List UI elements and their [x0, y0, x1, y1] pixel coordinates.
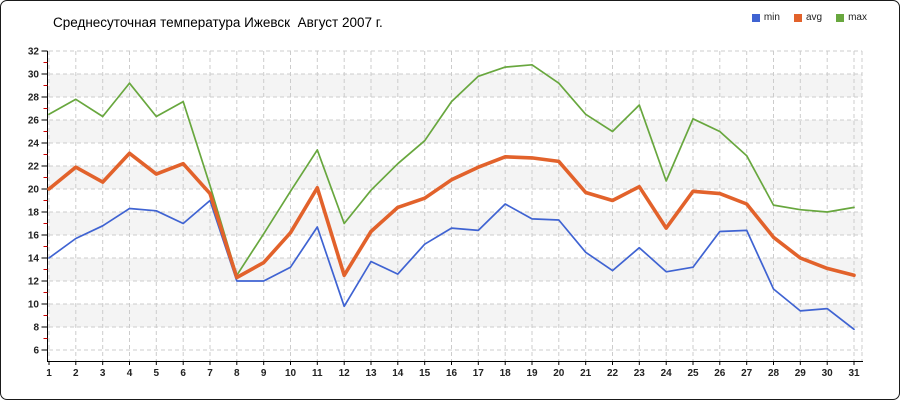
- svg-text:6: 6: [33, 346, 39, 357]
- series-avg: [47, 151, 856, 280]
- legend-item-min: min: [751, 12, 780, 23]
- svg-text:18: 18: [28, 208, 40, 219]
- svg-text:4: 4: [127, 368, 133, 379]
- svg-text:14: 14: [392, 368, 404, 379]
- svg-text:26: 26: [28, 116, 40, 127]
- svg-text:8: 8: [234, 368, 240, 379]
- svg-text:18: 18: [500, 368, 512, 379]
- legend-swatch-min: [751, 13, 760, 22]
- svg-text:13: 13: [365, 368, 377, 379]
- legend: min avg max: [751, 12, 867, 23]
- svg-text:11: 11: [312, 368, 323, 379]
- svg-text:1: 1: [46, 368, 52, 379]
- legend-item-avg: avg: [793, 12, 823, 23]
- svg-text:2: 2: [73, 368, 79, 379]
- svg-text:31: 31: [848, 368, 860, 379]
- svg-text:19: 19: [526, 368, 538, 379]
- svg-text:26: 26: [714, 368, 726, 379]
- svg-text:16: 16: [446, 368, 458, 379]
- svg-text:20: 20: [553, 368, 565, 379]
- svg-text:21: 21: [580, 368, 592, 379]
- legend-item-max: max: [836, 12, 867, 23]
- gridlines: [48, 50, 863, 361]
- svg-text:10: 10: [28, 300, 40, 311]
- x-axis: 1 2 3 4 5 6 7 8 9 10 11 12 13 14 15 16 17 18 19 20 21 22 23 24 2…: [46, 361, 863, 379]
- svg-text:20: 20: [28, 185, 40, 196]
- svg-text:25: 25: [687, 368, 699, 379]
- svg-text:5: 5: [154, 368, 160, 379]
- svg-text:3: 3: [100, 368, 106, 379]
- svg-text:30: 30: [28, 70, 40, 81]
- legend-label-max: max: [848, 12, 867, 23]
- svg-text:28: 28: [768, 368, 780, 379]
- legend-label-avg: avg: [805, 12, 823, 23]
- svg-text:22: 22: [607, 368, 619, 379]
- legend-swatch-avg: [793, 13, 802, 22]
- svg-text:30: 30: [822, 368, 834, 379]
- y-axis: 32 30 28 26 24 22 20 18 16 14 12 10 8 6: [28, 47, 48, 361]
- svg-text:12: 12: [28, 277, 40, 288]
- series-max: [48, 63, 855, 277]
- series-min: [48, 199, 855, 331]
- svg-text:29: 29: [795, 368, 807, 379]
- svg-text:7: 7: [207, 368, 213, 379]
- svg-text:17: 17: [473, 368, 485, 379]
- svg-text:8: 8: [33, 323, 39, 334]
- svg-text:22: 22: [28, 162, 40, 173]
- svg-text:9: 9: [261, 368, 267, 379]
- chart-title: Среднесуточная температура Ижевск Август…: [53, 15, 383, 30]
- svg-text:10: 10: [285, 368, 297, 379]
- svg-text:27: 27: [741, 368, 753, 379]
- svg-text:16: 16: [28, 231, 40, 242]
- svg-text:6: 6: [180, 368, 186, 379]
- svg-text:24: 24: [661, 368, 673, 379]
- svg-text:24: 24: [28, 139, 40, 150]
- svg-text:32: 32: [28, 47, 40, 58]
- svg-text:15: 15: [419, 368, 431, 379]
- svg-text:14: 14: [28, 254, 40, 265]
- svg-text:28: 28: [28, 93, 40, 104]
- svg-text:12: 12: [339, 368, 351, 379]
- svg-text:23: 23: [634, 368, 646, 379]
- legend-swatch-max: [836, 13, 845, 22]
- legend-label-min: min: [763, 12, 780, 23]
